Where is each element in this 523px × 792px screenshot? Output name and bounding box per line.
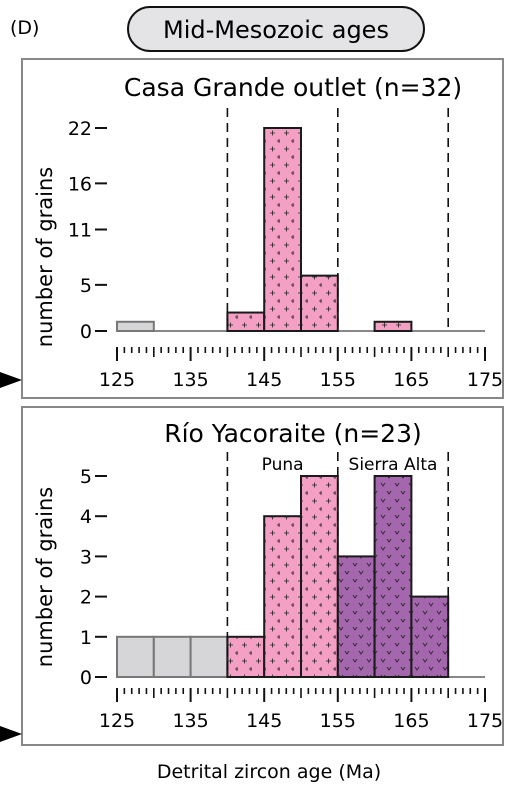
x-tick-label: 155 — [320, 369, 356, 391]
bar-hatch — [411, 596, 449, 677]
histogram-bar — [152, 635, 192, 678]
histogram-bar — [116, 320, 155, 333]
panel-title: Río Yacoraite (n=23) — [164, 419, 422, 448]
bar-hatch — [337, 556, 375, 677]
x-tick-label: 125 — [99, 710, 135, 732]
y-tick-label: 0 — [80, 321, 92, 343]
x-tick-label: 145 — [246, 369, 282, 391]
x-tick-label: 135 — [172, 710, 208, 732]
bar-hatch — [264, 516, 301, 677]
bar-hatch — [227, 312, 265, 331]
bar-hatch — [227, 636, 265, 677]
panel-title: Casa Grande outlet (n=32) — [124, 73, 462, 102]
panel-frame — [21, 406, 504, 746]
y-tick-label: 11 — [68, 220, 92, 242]
y-tick-label: 5 — [80, 275, 92, 297]
histogram-bar — [116, 635, 155, 678]
x-tick-label: 165 — [393, 710, 429, 732]
panel-letter: (D) — [10, 17, 39, 39]
y-tick-label: 0 — [80, 667, 92, 689]
histogram-bar — [189, 635, 229, 678]
y-axis-title: number of grains — [33, 487, 57, 667]
y-tick-label: 3 — [80, 546, 92, 568]
casa-grande-panel: Casa Grande outlet (n=32)125 135 145 155 165… — [21, 58, 504, 399]
header-badge: Mid-Mesozoic ages — [127, 6, 425, 52]
region-label: Puna — [262, 455, 304, 475]
x-tick-label: 155 — [320, 710, 356, 732]
x-tick-label: 135 — [172, 369, 208, 391]
y-tick-label: 2 — [80, 587, 92, 609]
bar-hatch — [374, 321, 412, 331]
header-title: Mid-Mesozoic ages — [163, 16, 389, 44]
y-tick-label: 5 — [80, 466, 92, 488]
x-tick-label: 145 — [246, 710, 282, 732]
bar-hatch — [301, 275, 338, 331]
region-label: Sierra Alta — [349, 455, 438, 475]
x-tick-label: 175 — [467, 710, 503, 732]
y-axis-title: number of grains — [33, 167, 57, 347]
bar-hatch — [374, 476, 412, 677]
y-tick-label: 16 — [68, 173, 92, 195]
bar-hatch — [301, 476, 338, 677]
x-tick-label: 165 — [393, 369, 429, 391]
bar-hatch — [264, 128, 301, 331]
y-tick-label: 4 — [80, 506, 92, 528]
panel-frame — [21, 58, 504, 399]
x-axis-title: Detrital zircon age (Ma) — [157, 761, 381, 783]
x-tick-label: 175 — [467, 369, 503, 391]
y-tick-label: 22 — [68, 118, 92, 140]
x-tick-label: 125 — [99, 369, 135, 391]
y-tick-label: 1 — [80, 627, 92, 649]
arrow-marker — [0, 372, 22, 388]
arrow-marker — [0, 726, 22, 742]
